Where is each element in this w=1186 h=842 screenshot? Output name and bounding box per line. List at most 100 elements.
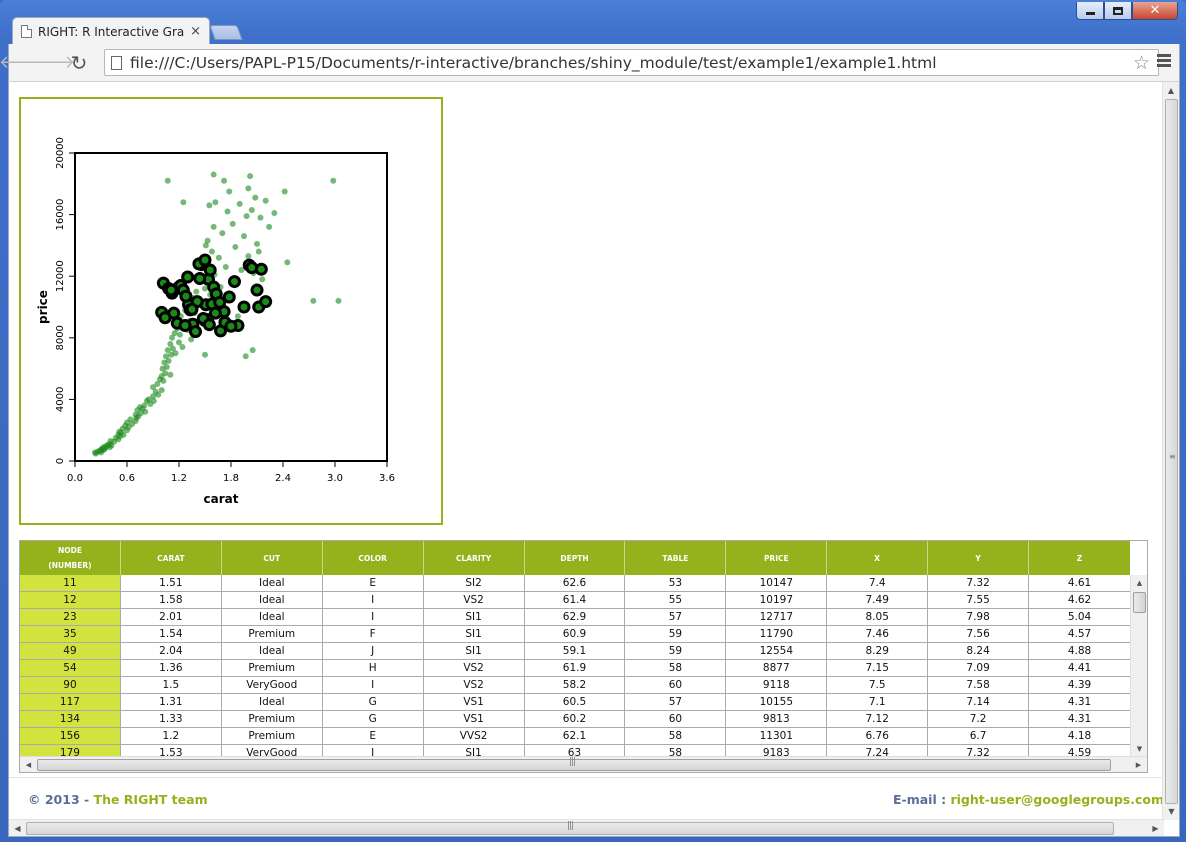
selected-point: [222, 290, 236, 304]
email-link[interactable]: right-user@googlegroups.com: [950, 792, 1164, 807]
table-cell: 9118: [726, 677, 828, 694]
column-header[interactable]: COLOR: [323, 541, 424, 575]
table-cell: 7.98: [928, 609, 1030, 626]
data-point: [243, 213, 250, 220]
column-header[interactable]: CARAT: [121, 541, 222, 575]
table-row[interactable]: 54 1.36 Premium H VS2 61.9 58 8877 7.15 7.09 4.41: [20, 660, 1130, 677]
x-tick-label: 1.8: [223, 473, 239, 484]
data-point: [330, 177, 337, 184]
table-cell: 2.01: [120, 609, 222, 626]
table-cell: 10155: [726, 694, 828, 711]
table-cell: E: [322, 728, 424, 745]
data-point: [206, 202, 213, 209]
selected-point: [185, 302, 199, 316]
table-cell: 4.62: [1029, 592, 1130, 609]
data-point: [165, 357, 172, 364]
scroll-down-icon[interactable]: ▼: [1168, 807, 1175, 816]
data-point: [193, 288, 200, 295]
scroll-up-icon[interactable]: ▲: [1167, 86, 1175, 95]
table-cell: 63: [525, 745, 626, 758]
forward-button[interactable]: 🡒: [27, 49, 75, 77]
table-row[interactable]: 35 1.54 Premium F SI1 60.9 59 11790 7.46 7.56 4.57: [20, 626, 1130, 643]
table-cell: Premium: [221, 711, 323, 728]
table-cell: 60.2: [524, 711, 626, 728]
column-header[interactable]: Z: [1076, 553, 1083, 563]
table-row[interactable]: 12 1.58 Ideal I VS2 61.4 55 10197 7.49 7.55 4.62: [20, 592, 1130, 609]
maximize-button[interactable]: [1104, 2, 1132, 20]
table-cell: 7.09: [928, 660, 1030, 677]
column-header[interactable]: Y: [928, 541, 1030, 575]
data-point: [252, 194, 259, 201]
menu-icon[interactable]: [1157, 54, 1171, 69]
data-point: [245, 185, 252, 192]
table-cell: Ideal: [221, 575, 323, 592]
table-cell: 10197: [726, 592, 828, 609]
table-row[interactable]: 11 1.51 Ideal E SI2 62.6 53 10147 7.4 7.32 4.61: [20, 575, 1130, 592]
table-row[interactable]: 134 1.33 Premium G VS1 60.2 60 9813 7.12 7.2 4.31: [20, 711, 1130, 728]
scroll-right-icon[interactable]: ▶: [1135, 761, 1142, 769]
table-cell: SI2: [423, 575, 525, 592]
table-cell: 117: [20, 694, 121, 711]
page-horizontal-scrollbar[interactable]: ◀ ||| ▶: [9, 819, 1164, 836]
table-cell: 1.33: [120, 711, 222, 728]
selected-point: [259, 295, 273, 309]
team-link[interactable]: The RIGHT team: [93, 792, 208, 807]
data-point: [255, 248, 262, 255]
back-button[interactable]: 🡐: [0, 49, 47, 77]
column-header[interactable]: TABLE: [625, 541, 727, 575]
table-cell: VS1: [423, 694, 525, 711]
table-cell: 58.2: [524, 677, 626, 694]
column-header[interactable]: X: [827, 541, 929, 575]
page-vertical-scrollbar[interactable]: ▲ ≡ ▼: [1162, 82, 1179, 820]
plot-area: [74, 152, 388, 462]
scatter-plot[interactable]: 0.0 0.6 1.2 1.8 2.4 3.0 3.6 0 4000 8000 12000 16000…: [21, 99, 441, 523]
tab-close-icon[interactable]: ×: [190, 24, 201, 39]
table-cell: 4.39: [1029, 677, 1130, 694]
table-cell: G: [322, 711, 424, 728]
table-cell: 7.12: [827, 711, 929, 728]
scroll-left-icon[interactable]: ◀: [14, 824, 21, 833]
bookmark-star-icon[interactable]: ☆: [1132, 52, 1150, 74]
column-header[interactable]: CLARITY: [424, 541, 525, 575]
scroll-up-icon[interactable]: ▲: [1136, 579, 1143, 587]
page-vscroll-thumb[interactable]: ≡: [1165, 99, 1178, 804]
table-vscroll-thumb[interactable]: [1133, 592, 1146, 613]
table-row[interactable]: 179 1.53 VeryGood I SI1 63 58 9183 7.24 7.32 4.59: [20, 745, 1130, 758]
scroll-right-icon[interactable]: ▶: [1152, 824, 1159, 833]
table-cell: VS1: [423, 711, 525, 728]
maximize-icon: [1113, 6, 1123, 15]
table-cell: VeryGood: [221, 677, 323, 694]
table-cell: VVS2: [423, 728, 525, 745]
close-window-button[interactable]: ✕: [1132, 2, 1178, 20]
close-icon: ✕: [1149, 3, 1161, 18]
scroll-down-icon[interactable]: ▼: [1136, 745, 1143, 753]
column-header[interactable]: CUT: [222, 541, 323, 575]
table-cell: 62.6: [524, 575, 626, 592]
data-point: [154, 381, 161, 387]
table-horizontal-scrollbar[interactable]: ◀ ||| ▶: [20, 756, 1147, 772]
new-tab-button[interactable]: [209, 25, 243, 40]
column-header[interactable]: NODE (NUMBER): [20, 541, 121, 575]
scroll-left-icon[interactable]: ◀: [25, 761, 32, 769]
table-vertical-scrollbar[interactable]: ▲ ▼: [1130, 575, 1147, 758]
address-bar[interactable]: file:///C:/Users/PAPL-P15/Documents/r-in…: [104, 49, 1159, 76]
minimize-button[interactable]: [1076, 2, 1104, 20]
table-cell: 8877: [726, 660, 828, 677]
table-row[interactable]: 90 1.5 VeryGood I VS2 58.2 60 9118 7.5 7.58 4.39: [20, 677, 1130, 694]
reload-icon: ↻: [70, 50, 88, 75]
browser-tab[interactable]: RIGHT: R Interactive Graphics ×: [12, 17, 210, 45]
column-header[interactable]: PRICE: [726, 541, 828, 575]
reload-button[interactable]: ↻: [65, 49, 93, 77]
page-hscroll-thumb[interactable]: |||: [26, 821, 1114, 835]
table-cell: 7.32: [928, 575, 1030, 592]
table-row[interactable]: 156 1.2 Premium E VVS2 62.1 58 11301 6.76 6.7 4.18: [20, 728, 1130, 745]
data-point: [164, 177, 171, 184]
table-cell: 7.46: [827, 626, 929, 643]
url-text[interactable]: file:///C:/Users/PAPL-P15/Documents/r-in…: [130, 53, 937, 72]
table-cell: 4.57: [1029, 626, 1130, 643]
table-row[interactable]: 49 2.04 Ideal J SI1 59.1 59 12554 8.29 8.24 4.88: [20, 643, 1130, 660]
table-row[interactable]: 23 2.01 Ideal I SI1 62.9 57 12717 8.05 7.98 5.04: [20, 609, 1130, 626]
column-header[interactable]: DEPTH: [525, 541, 626, 575]
table-row[interactable]: 117 1.31 Ideal G VS1 60.5 57 10155 7.1 7.14 4.31: [20, 694, 1130, 711]
table-hscroll-thumb[interactable]: |||: [37, 757, 1111, 771]
